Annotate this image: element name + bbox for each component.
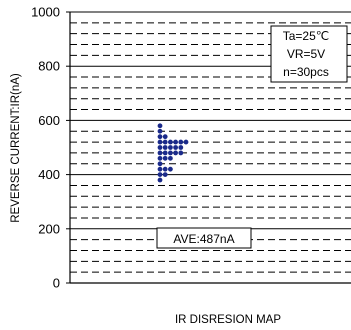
data-point bbox=[157, 161, 163, 167]
data-point bbox=[162, 145, 168, 150]
y-tick-label: 1000 bbox=[31, 5, 60, 20]
data-point bbox=[157, 139, 163, 145]
y-tick-label: 600 bbox=[38, 113, 60, 128]
data-point bbox=[178, 139, 184, 145]
data-point bbox=[157, 172, 163, 178]
data-point bbox=[157, 134, 163, 140]
y-tick-label: 200 bbox=[38, 221, 60, 236]
conditions-box: Ta=25℃ VR=5V n=30pcs bbox=[270, 25, 348, 83]
y-tick-label: 400 bbox=[38, 167, 60, 182]
tick-label-layer: 0 200 400 600 800 1000 bbox=[31, 5, 60, 291]
data-point bbox=[168, 150, 173, 156]
y-tick-label: 0 bbox=[53, 276, 60, 291]
data-point bbox=[162, 134, 168, 140]
data-point bbox=[173, 145, 179, 150]
data-point bbox=[168, 139, 173, 145]
data-point bbox=[157, 123, 163, 129]
data-point bbox=[168, 145, 173, 150]
data-point bbox=[157, 128, 163, 134]
data-point bbox=[162, 172, 168, 178]
data-point bbox=[178, 150, 184, 156]
point-layer bbox=[157, 123, 189, 183]
x-axis-label: IR DISRESION MAP bbox=[175, 314, 281, 326]
y-axis-label: REVERSE CURRENT:IR(nA) bbox=[10, 73, 22, 223]
data-point bbox=[157, 177, 163, 183]
data-point bbox=[178, 145, 184, 150]
data-point bbox=[162, 166, 168, 172]
data-point bbox=[162, 150, 168, 156]
condition-voltage: VR=5V bbox=[287, 47, 325, 61]
data-point bbox=[162, 155, 168, 161]
data-point bbox=[173, 139, 179, 145]
axis-layer bbox=[66, 11, 351, 284]
average-label: AVE:487nA bbox=[173, 232, 234, 246]
data-point bbox=[183, 139, 189, 145]
data-point bbox=[157, 150, 163, 156]
data-point bbox=[162, 139, 168, 145]
condition-count: n=30pcs bbox=[283, 65, 329, 79]
data-point bbox=[173, 150, 179, 156]
data-point bbox=[168, 155, 173, 161]
average-annotation: AVE:487nA bbox=[156, 227, 252, 249]
data-point bbox=[157, 155, 163, 161]
condition-temperature: Ta=25℃ bbox=[283, 29, 330, 43]
y-tick-label: 800 bbox=[38, 59, 60, 74]
data-point bbox=[157, 145, 163, 150]
data-point bbox=[157, 166, 163, 172]
data-point bbox=[168, 166, 173, 172]
